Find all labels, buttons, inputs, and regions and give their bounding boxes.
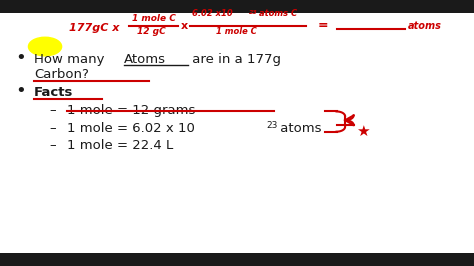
Text: =: = <box>318 19 328 32</box>
Bar <box>0 253 474 266</box>
Text: Facts: Facts <box>34 86 73 99</box>
Text: 1 mole = 22.4 L: 1 mole = 22.4 L <box>67 139 173 152</box>
Text: Carbon?: Carbon? <box>34 68 89 81</box>
Text: 23: 23 <box>249 10 258 15</box>
Text: atoms: atoms <box>408 21 441 31</box>
Text: •: • <box>15 82 26 100</box>
Text: Atoms: Atoms <box>124 52 166 65</box>
Text: 1 mole C: 1 mole C <box>216 27 256 36</box>
Text: are in a 177g: are in a 177g <box>188 52 281 65</box>
Text: 177gC x: 177gC x <box>69 23 119 33</box>
Text: atoms C: atoms C <box>259 10 297 19</box>
Text: atoms: atoms <box>276 122 321 135</box>
Text: x: x <box>181 21 188 31</box>
Circle shape <box>28 37 62 56</box>
Text: 1 mole = 12 grams: 1 mole = 12 grams <box>67 104 196 117</box>
Text: How many: How many <box>34 52 109 65</box>
Text: 1 mole = 6.02 x 10: 1 mole = 6.02 x 10 <box>67 122 195 135</box>
Text: –: – <box>50 104 56 117</box>
Text: –: – <box>50 139 56 152</box>
Text: 12 gC: 12 gC <box>137 27 165 36</box>
Text: 23: 23 <box>266 122 278 131</box>
Bar <box>0 0 474 9</box>
Text: 1 mole C: 1 mole C <box>132 14 176 23</box>
Text: ★: ★ <box>356 124 370 139</box>
Text: 6.02 x10: 6.02 x10 <box>192 10 233 19</box>
Text: •: • <box>15 48 26 66</box>
Text: –: – <box>50 122 56 135</box>
